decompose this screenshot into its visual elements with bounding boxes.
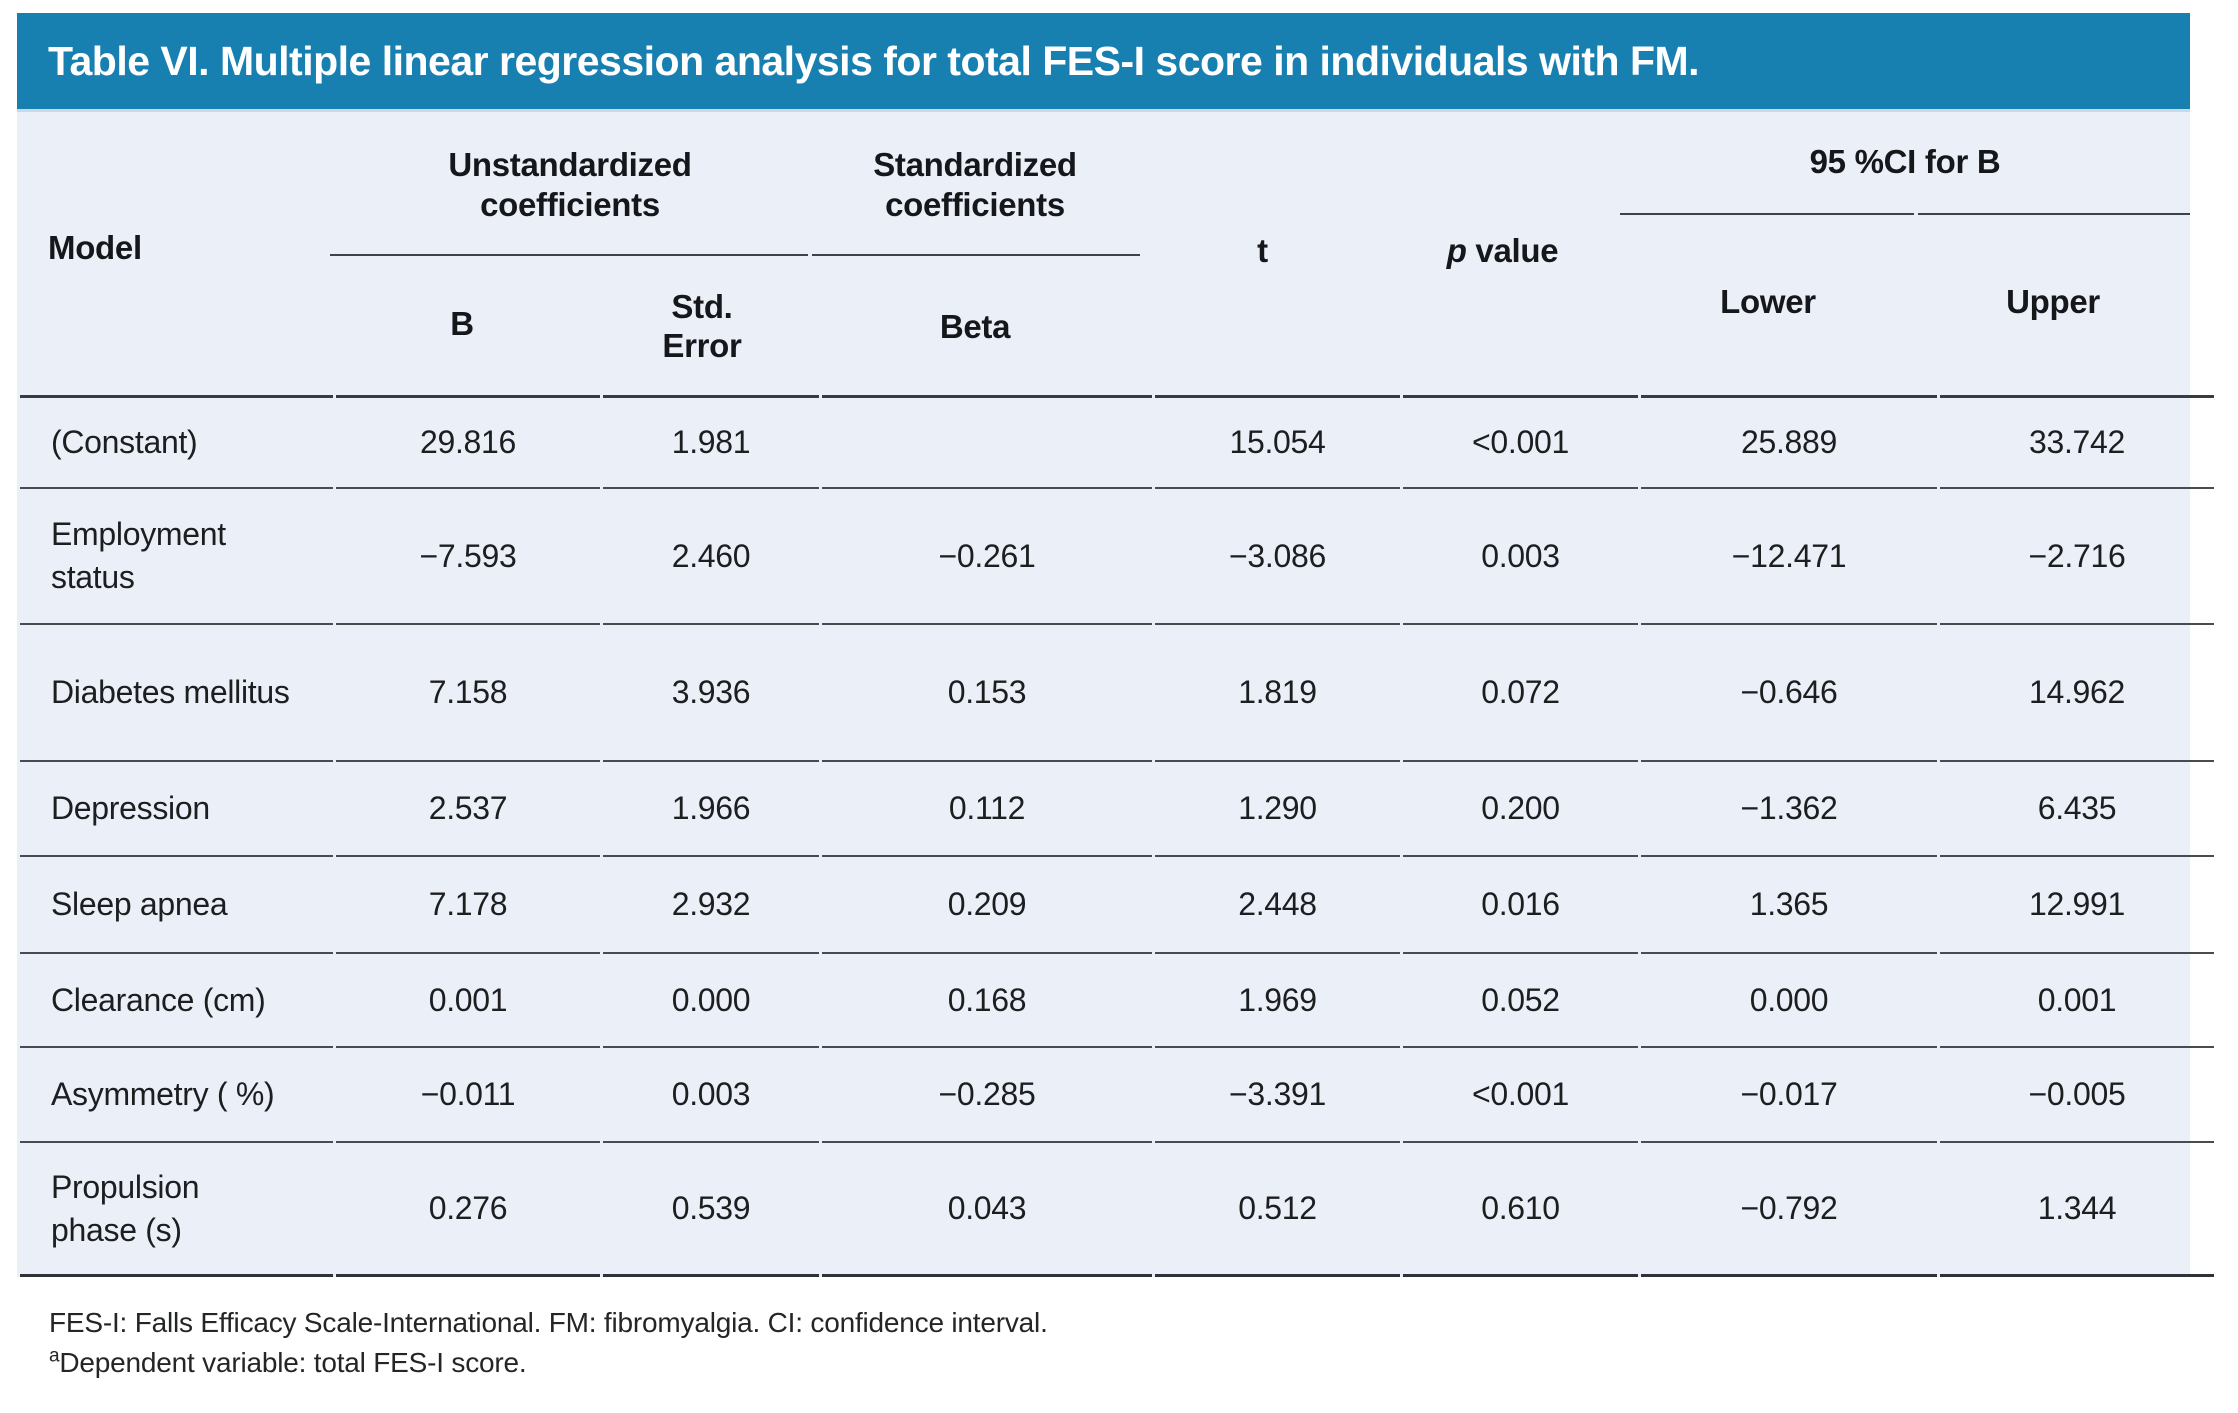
col-header-beta: Beta [939,308,1011,345]
col-header-b: B [450,305,474,342]
cell-upper: −2.716 [1940,487,2214,623]
group-header-ci: 95 %CI for B [1809,143,2001,180]
cell-p: 0.003 [1403,487,1638,623]
cell-beta: 0.153 [822,623,1152,760]
cell-t: −3.391 [1155,1046,1400,1141]
cell-model: Sleep apnea [20,855,333,952]
cell-lower: 25.889 [1641,395,1937,487]
table-row: Employment status −7.593 2.460 −0.261 −3… [20,487,2214,623]
cell-lower: −0.017 [1641,1046,1937,1141]
table-row: Diabetes mellitus 7.158 3.936 0.153 1.81… [20,623,2214,760]
table-panel: Table VI. Multiple linear regression ana… [17,13,2214,1383]
ci-rule-right [1918,213,2190,215]
cell-t: 15.054 [1155,395,1400,487]
cell-b: −7.593 [336,487,600,623]
coefficients-rule-right [812,254,1140,256]
cell-upper: 6.435 [1940,760,2214,855]
cell-model: Depression [20,760,333,855]
cell-b: 2.537 [336,760,600,855]
cell-model: Diabetes mellitus [20,623,333,760]
footnotes: FES-I: Falls Efficacy Scale-Internationa… [49,1303,2190,1383]
cell-std-error: 1.981 [603,395,819,487]
table-row: Clearance (cm) 0.001 0.000 0.168 1.969 0… [20,952,2214,1046]
cell-beta: 0.168 [822,952,1152,1046]
col-header-lower: Lower [1720,283,1816,320]
cell-lower: 1.365 [1641,855,1937,952]
cell-lower: −12.471 [1641,487,1937,623]
group-header-unstandardized: Unstandardized coefficients [448,146,692,223]
table-row: Propulsion phase (s) 0.276 0.539 0.043 0… [20,1141,2214,1277]
cell-t: 1.290 [1155,760,1400,855]
cell-std-error: 2.460 [603,487,819,623]
table-title: Table VI. Multiple linear regression ana… [48,37,1700,84]
cell-t: −3.086 [1155,487,1400,623]
cell-upper: 1.344 [1940,1141,2214,1277]
table-row: (Constant) 29.816 1.981 15.054 <0.001 25… [20,395,2214,487]
cell-p: <0.001 [1403,1046,1638,1141]
cell-beta: −0.285 [822,1046,1152,1141]
cell-t: 1.819 [1155,623,1400,760]
footnote-abbreviations: FES-I: Falls Efficacy Scale-Internationa… [49,1307,1048,1338]
table-row: Asymmetry ( %) −0.011 0.003 −0.285 −3.39… [20,1046,2214,1141]
group-header-standardized: Standardized coefficients [873,146,1077,223]
cell-std-error: 0.000 [603,952,819,1046]
col-header-std-error: Std. Error [662,288,742,364]
cell-p: <0.001 [1403,395,1638,487]
cell-b: 0.001 [336,952,600,1046]
cell-model: (Constant) [20,395,333,487]
cell-beta: 0.209 [822,855,1152,952]
footnote-dependent-variable: aDependent variable: total FES-I score. [49,1345,527,1378]
cell-lower: −0.792 [1641,1141,1937,1277]
cell-upper: 12.991 [1940,855,2214,952]
cell-std-error: 1.966 [603,760,819,855]
col-header-model: Model [48,229,142,266]
cell-t: 1.969 [1155,952,1400,1046]
cell-b: 7.178 [336,855,600,952]
cell-p: 0.052 [1403,952,1638,1046]
cell-lower: −1.362 [1641,760,1937,855]
cell-p: 0.016 [1403,855,1638,952]
cell-p: 0.072 [1403,623,1638,760]
cell-upper: 14.962 [1940,623,2214,760]
cell-b: 29.816 [336,395,600,487]
cell-beta: 0.112 [822,760,1152,855]
cell-beta [822,395,1152,487]
coefficients-rule-left [330,254,808,256]
col-header-t: t [1257,232,1268,269]
cell-lower: −0.646 [1641,623,1937,760]
table-row: Depression 2.537 1.966 0.112 1.290 0.200… [20,760,2214,855]
cell-beta: 0.043 [822,1141,1152,1277]
cell-p: 0.200 [1403,760,1638,855]
cell-upper: −0.005 [1940,1046,2214,1141]
cell-std-error: 0.003 [603,1046,819,1141]
cell-model: Asymmetry ( %) [20,1046,333,1141]
cell-model: Clearance (cm) [20,952,333,1046]
cell-beta: −0.261 [822,487,1152,623]
cell-upper: 0.001 [1940,952,2214,1046]
cell-std-error: 0.539 [603,1141,819,1277]
table-header: Model Unstandardized coefficients Standa… [17,112,2190,395]
cell-upper: 33.742 [1940,395,2214,487]
table-title-bar: Table VI. Multiple linear regression ana… [17,13,2190,112]
col-header-p-value: p value [1446,232,1559,269]
cell-p: 0.610 [1403,1141,1638,1277]
cell-b: −0.011 [336,1046,600,1141]
cell-model: Employment status [20,487,333,623]
cell-std-error: 3.936 [603,623,819,760]
ci-rule-left [1620,213,1914,215]
cell-t: 0.512 [1155,1141,1400,1277]
cell-b: 7.158 [336,623,600,760]
table-surface: Model Unstandardized coefficients Standa… [17,112,2214,1277]
cell-lower: 0.000 [1641,952,1937,1046]
cell-b: 0.276 [336,1141,600,1277]
cell-std-error: 2.932 [603,855,819,952]
regression-table: (Constant) 29.816 1.981 15.054 <0.001 25… [17,395,2217,1277]
cell-t: 2.448 [1155,855,1400,952]
col-header-upper: Upper [2006,283,2100,320]
table-row: Sleep apnea 7.178 2.932 0.209 2.448 0.01… [20,855,2214,952]
cell-model: Propulsion phase (s) [20,1141,333,1277]
